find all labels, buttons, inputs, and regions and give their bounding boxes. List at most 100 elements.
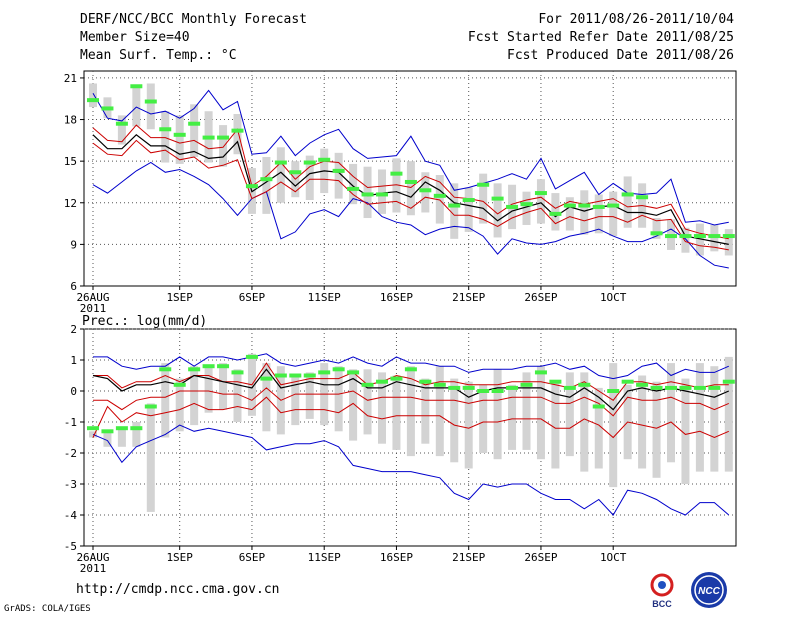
member-box: [132, 422, 141, 447]
member-box: [652, 381, 661, 478]
observed-marker: [650, 231, 663, 236]
member-box: [522, 372, 531, 450]
series-line-mean: [92, 368, 730, 411]
member-box: [536, 366, 545, 460]
x-tick-label: 21SEP: [452, 291, 485, 304]
x-tick-label: 1SEP: [166, 551, 193, 564]
member-box: [349, 369, 358, 441]
member-box: [435, 366, 444, 457]
chart-title: DERF/NCC/BCC Monthly Forecast: [80, 12, 307, 27]
y-tick-label: 0: [70, 385, 77, 398]
observed-marker: [87, 98, 99, 103]
y-tick-label: -4: [64, 509, 78, 522]
observed-marker: [433, 193, 446, 198]
observed-marker: [578, 382, 591, 387]
member-box: [103, 431, 112, 447]
observed-marker: [289, 373, 302, 378]
y-tick-label: -1: [64, 416, 77, 429]
member-box: [305, 155, 314, 200]
member-box: [89, 83, 97, 108]
ncc-logo: NCC: [691, 572, 727, 608]
observed-marker: [361, 382, 374, 387]
observed-marker: [87, 426, 99, 431]
observed-marker: [173, 132, 186, 137]
member-box: [710, 366, 719, 472]
observed-marker: [289, 170, 302, 175]
member-box: [291, 375, 300, 426]
observed-marker: [159, 367, 172, 372]
grads-credit: GrADS: COLA/IGES: [4, 604, 91, 614]
series-line-mean: [92, 134, 729, 245]
observed-marker: [607, 389, 620, 393]
member-box: [233, 369, 242, 422]
y-tick-label: -3: [64, 478, 77, 491]
panel-2: -5 -4 -3 -2 -1 0 1 2 26AUG 1SEP 6SEP 11SEP 16SEP 21SE…: [64, 314, 737, 575]
member-box: [204, 366, 213, 413]
forecast-period-label: For 2011/08/26-2011/10/04: [538, 12, 734, 27]
member-box: [450, 183, 459, 239]
member-box: [565, 372, 574, 457]
observed-marker: [592, 404, 605, 409]
y-tick-label: 12: [64, 197, 77, 210]
member-box: [146, 83, 155, 130]
x-tick-label: 26AUG: [76, 291, 109, 304]
observed-marker: [549, 211, 562, 216]
observed-marker: [462, 385, 475, 390]
observed-marker: [303, 373, 316, 378]
observed-marker: [419, 188, 432, 193]
member-box: [219, 125, 228, 167]
footer-url[interactable]: http://cmdp.ncc.cma.gov.cn: [76, 582, 280, 597]
panel-title: Prec.: log(mm/d): [82, 314, 207, 329]
panel-1: 6 9 12 15 18 21 26AUG 1SEP 6SEP 11SEP 16SEP 21SEP 26…: [64, 70, 737, 315]
x-year-label: 2011: [80, 562, 107, 575]
x-tick-label: 26SEP: [524, 291, 557, 304]
observed-marker: [101, 429, 114, 434]
observed-marker: [708, 385, 721, 390]
ncc-logo-text: NCC: [698, 586, 720, 597]
member-box: [551, 381, 560, 469]
member-box: [421, 378, 430, 444]
observed-marker: [621, 192, 634, 197]
member-box: [276, 147, 285, 203]
observed-marker: [260, 177, 273, 182]
observed-marker: [101, 106, 114, 111]
observed-marker: [722, 379, 735, 384]
observed-marker: [534, 191, 547, 196]
plot-frame: [83, 70, 737, 287]
observed-marker: [520, 202, 533, 207]
member-box: [695, 223, 704, 256]
member-box: [305, 372, 314, 419]
observed-marker: [318, 157, 331, 162]
observed-marker: [477, 182, 490, 187]
y-tick-label: 21: [64, 72, 77, 85]
series-line-member-low: [92, 139, 729, 251]
member-box: [609, 363, 618, 488]
member-box: [479, 384, 488, 453]
member-box: [161, 363, 170, 438]
produced-date-label: Fcst Produced Date 2011/08/26: [507, 48, 734, 63]
member-box: [536, 179, 545, 224]
observed-marker: [419, 379, 432, 384]
member-box: [623, 176, 632, 228]
member-box: [117, 428, 126, 447]
member-box: [450, 378, 459, 463]
x-tick-label: 26SEP: [524, 551, 557, 564]
member-box: [161, 111, 170, 163]
observed-marker: [448, 203, 461, 208]
observed-marker: [462, 198, 475, 202]
member-box: [363, 166, 372, 219]
observed-marker: [231, 128, 244, 133]
series-line-max: [92, 161, 729, 269]
observed-marker: [563, 385, 576, 390]
member-box: [594, 387, 603, 469]
member-box: [334, 152, 343, 199]
observed-marker: [636, 195, 649, 200]
bcc-logo: BCC: [650, 573, 674, 609]
observed-marker: [549, 379, 562, 384]
observed-marker: [173, 382, 186, 387]
member-box: [392, 375, 401, 450]
member-box: [435, 175, 444, 224]
series-line-spread-low: [92, 396, 729, 439]
observed-marker: [159, 127, 172, 132]
